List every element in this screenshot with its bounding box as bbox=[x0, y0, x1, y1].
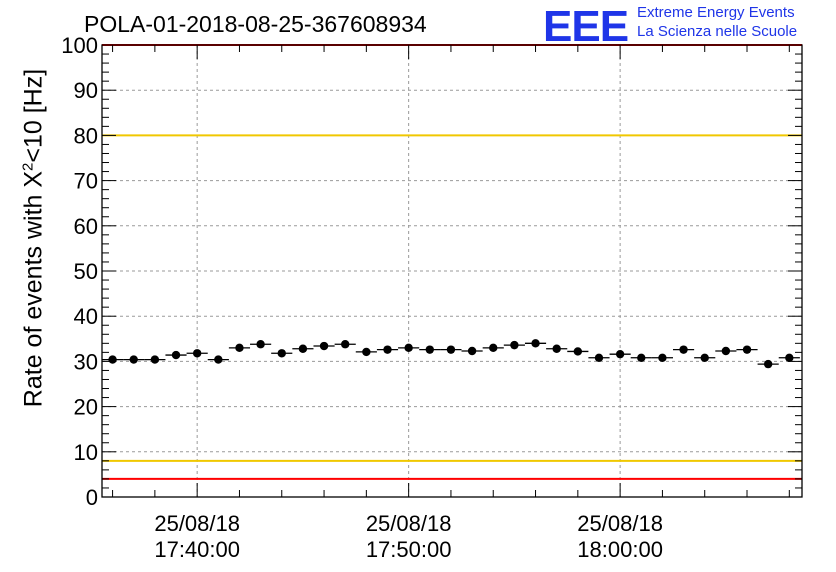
data-point bbox=[742, 345, 752, 354]
data-point bbox=[552, 344, 561, 353]
chart-title: POLA-01-2018-08-25-367608934 bbox=[84, 11, 427, 37]
logo-caption: Extreme Energy Events La Scienza nelle S… bbox=[637, 3, 797, 41]
logo-line-1: Extreme Energy Events bbox=[637, 4, 795, 21]
data-point bbox=[700, 353, 709, 362]
data-point bbox=[319, 341, 329, 351]
y-tick-labels: 0 10 20 30 40 50 60 70 80 90 100 bbox=[61, 33, 98, 510]
data-point bbox=[171, 350, 181, 360]
y-tick-label: 100 bbox=[61, 33, 98, 58]
data-point bbox=[150, 355, 160, 364]
data-point bbox=[425, 345, 434, 354]
data-point bbox=[256, 340, 265, 349]
data-point bbox=[658, 353, 667, 362]
y-tick-label: 70 bbox=[74, 169, 98, 194]
data-point bbox=[362, 347, 371, 357]
y-tick-label: 30 bbox=[74, 349, 98, 374]
axis-ticks bbox=[102, 44, 802, 498]
data-point bbox=[785, 353, 794, 362]
y-tick-label: 80 bbox=[74, 123, 98, 148]
data-point bbox=[129, 355, 138, 364]
logo-line-2: La Scienza nelle Scuole bbox=[637, 23, 798, 40]
y-tick-label: 60 bbox=[74, 214, 98, 239]
data-point bbox=[467, 346, 477, 356]
y-tick-label: 90 bbox=[74, 78, 98, 103]
data-point bbox=[573, 347, 583, 356]
x-tick-label-date: 25/08/18 bbox=[154, 511, 240, 536]
data-point bbox=[383, 345, 392, 354]
data-point bbox=[192, 349, 202, 358]
y-axis-label-suffix: <10 [Hz] bbox=[19, 68, 48, 163]
data-point bbox=[679, 345, 688, 354]
y-axis-label-sup: 2 bbox=[19, 162, 37, 171]
data-points bbox=[102, 339, 800, 369]
data-point bbox=[763, 359, 773, 369]
x-tick-label-time: 17:50:00 bbox=[366, 537, 452, 562]
data-point bbox=[637, 353, 646, 362]
data-point bbox=[277, 349, 286, 358]
x-tick-label-date: 25/08/18 bbox=[366, 511, 452, 536]
x-tick-labels: 25/08/1817:40:0025/08/1817:50:0025/08/18… bbox=[154, 511, 663, 562]
x-tick-label-time: 17:40:00 bbox=[154, 537, 240, 562]
eee-logo: EEE bbox=[543, 2, 629, 51]
y-axis-label: Rate of events with X2<10 [Hz] bbox=[19, 69, 48, 407]
reference-lines bbox=[102, 44, 802, 480]
y-tick-label: 50 bbox=[74, 259, 98, 284]
data-point bbox=[489, 343, 498, 353]
data-point bbox=[214, 355, 223, 364]
y-tick-label: 40 bbox=[74, 304, 98, 329]
data-point bbox=[341, 340, 350, 349]
x-tick-label-time: 18:00:00 bbox=[577, 537, 663, 562]
x-tick-label-date: 25/08/18 bbox=[577, 511, 663, 536]
y-axis-label-prefix: Rate of events with X bbox=[19, 170, 48, 408]
data-point bbox=[235, 343, 244, 353]
y-tick-label: 0 bbox=[86, 485, 98, 510]
data-point bbox=[298, 344, 308, 353]
data-point bbox=[531, 339, 540, 348]
data-point bbox=[510, 340, 519, 350]
data-point bbox=[404, 343, 413, 353]
grid bbox=[102, 45, 802, 497]
data-point bbox=[594, 353, 604, 362]
y-tick-label: 10 bbox=[74, 440, 98, 465]
data-point bbox=[108, 355, 117, 364]
data-point bbox=[615, 349, 625, 359]
data-point bbox=[721, 346, 731, 356]
y-tick-label: 20 bbox=[74, 395, 98, 420]
data-point bbox=[446, 345, 456, 354]
